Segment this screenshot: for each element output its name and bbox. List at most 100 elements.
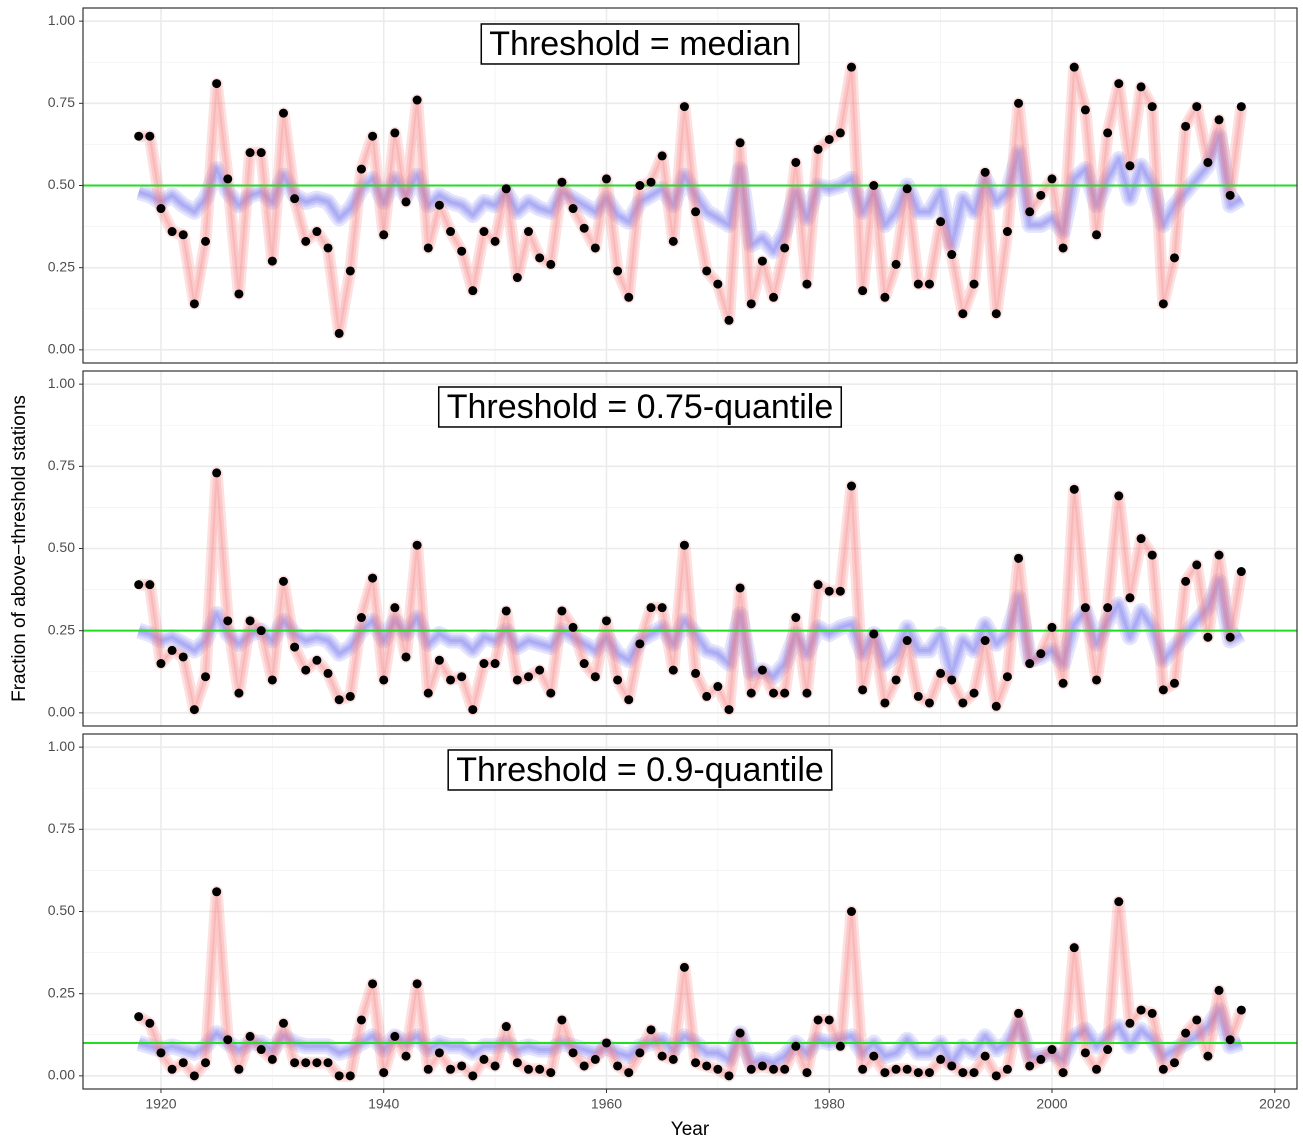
point (278, 576, 288, 586)
plot-area (83, 61, 1297, 340)
point (345, 266, 355, 276)
model-band (137, 575, 1245, 683)
point (1236, 1005, 1246, 1015)
point (1002, 1064, 1012, 1074)
point (902, 184, 912, 194)
point (991, 701, 1001, 711)
point (468, 1071, 478, 1081)
point (657, 1051, 667, 1061)
panel-border (82, 733, 1298, 1090)
plot-area (83, 885, 1297, 1082)
point (780, 688, 790, 698)
point (245, 148, 255, 158)
point (1036, 190, 1046, 200)
x-tick-label: 2000 (1036, 1096, 1067, 1112)
point (713, 682, 723, 692)
point (958, 1068, 968, 1078)
point (924, 698, 934, 708)
point (635, 639, 645, 649)
point (401, 652, 411, 662)
panel: 0.00 0.25 0.50 0.75 1.00 Threshold = 0.75-qua… (9, 370, 1298, 727)
y-axis-title: Fraction of above−threshold stations (9, 395, 30, 702)
point (446, 675, 456, 685)
point (423, 243, 433, 253)
point (824, 1015, 834, 1025)
annotation-box (447, 749, 833, 791)
point (323, 1058, 333, 1068)
point (791, 157, 801, 167)
point (212, 79, 222, 89)
point (1214, 115, 1224, 125)
point (490, 659, 500, 669)
point (1036, 649, 1046, 659)
point (802, 1068, 812, 1078)
point (479, 659, 489, 669)
point (368, 979, 378, 989)
point (735, 583, 745, 593)
point (501, 184, 511, 194)
point (1114, 897, 1124, 907)
point (601, 174, 611, 184)
x-axis-title: Year (671, 1119, 710, 1140)
point (1092, 230, 1102, 240)
panel: 0.00 0.25 0.50 0.75 1.00 Threshold = median (48, 7, 1298, 364)
point (635, 181, 645, 190)
fit-band (138, 66, 1243, 335)
point (702, 1061, 712, 1071)
point (936, 1054, 946, 1064)
point (479, 1054, 489, 1064)
panel: 0.00 0.25 0.50 0.75 1.00 Threshold = 0.9-quan… (48, 733, 1298, 1140)
point (824, 586, 834, 596)
point (913, 1068, 923, 1078)
point (178, 230, 188, 240)
point (501, 606, 511, 616)
point (156, 204, 166, 214)
fit-band (135, 885, 1247, 1082)
y-tick-label: 0.25 (48, 984, 75, 1000)
point (1181, 121, 1191, 131)
point (301, 236, 311, 246)
point (457, 672, 467, 682)
point (134, 1012, 144, 1022)
point (201, 672, 211, 682)
point (1080, 603, 1090, 613)
point (1092, 675, 1102, 685)
point (601, 616, 611, 626)
point (936, 217, 946, 227)
point (1002, 672, 1012, 682)
point (947, 1061, 957, 1071)
point (724, 705, 734, 715)
point (1236, 102, 1246, 112)
point (356, 613, 366, 623)
point (201, 1058, 211, 1068)
point (1002, 227, 1012, 237)
annotation-box (437, 386, 843, 428)
plot-area (83, 466, 1297, 716)
point (267, 1054, 277, 1064)
point (590, 672, 600, 682)
point (913, 279, 923, 289)
point (167, 645, 177, 655)
point (390, 1031, 400, 1041)
y-tick-label: 0.50 (48, 176, 75, 192)
model-band (136, 1002, 1244, 1071)
point (769, 292, 779, 302)
point (312, 1058, 322, 1068)
point (1080, 1048, 1090, 1058)
point (880, 698, 890, 708)
point (412, 979, 422, 989)
point (134, 131, 144, 141)
point (434, 1048, 444, 1058)
point (835, 1041, 845, 1051)
model-band (137, 1004, 1243, 1069)
point (245, 1031, 255, 1041)
point (1103, 128, 1113, 138)
point (1169, 678, 1179, 688)
point (1069, 484, 1079, 494)
point (334, 328, 344, 338)
point (1025, 207, 1035, 217)
point (468, 705, 478, 715)
point (256, 626, 266, 636)
point (312, 227, 322, 237)
point (1225, 1035, 1235, 1045)
